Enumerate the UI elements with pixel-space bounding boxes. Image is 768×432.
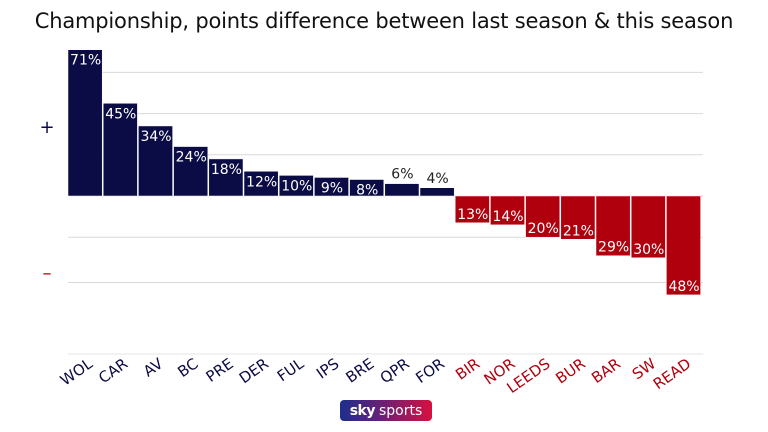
data-label-car: 45%: [105, 106, 136, 122]
data-label-ips: 9%: [321, 180, 343, 196]
tick-label-qpr: QPR: [377, 355, 413, 388]
bar-ips: [314, 177, 349, 197]
data-label-qpr: 6%: [391, 167, 413, 183]
data-label-bar: 29%: [598, 240, 629, 256]
data-label-leeds: 20%: [528, 221, 559, 237]
bar-qpr: [384, 183, 420, 197]
data-label-read: 48%: [668, 279, 699, 295]
tick-label-for: FOR: [412, 355, 448, 387]
tick-label-ful: FUL: [274, 354, 308, 385]
bar-for: [419, 187, 455, 197]
data-label-ful: 10%: [281, 178, 312, 194]
bar-ful: [278, 175, 314, 197]
data-label-bre: 8%: [356, 183, 378, 199]
bar-bur: [560, 195, 596, 240]
bar-bir: [454, 195, 490, 224]
chart-title: Championship, points difference between …: [34, 9, 734, 33]
minus-sign-label: –: [43, 263, 52, 284]
logo-sky-text: sky: [349, 402, 376, 419]
data-label-bur: 21%: [563, 223, 594, 239]
tick-label-der: DER: [236, 355, 272, 388]
data-label-bc: 24%: [176, 150, 207, 166]
tick-label-ips: IPS: [313, 355, 342, 383]
data-label-av: 34%: [140, 129, 171, 145]
bar-leeds: [525, 195, 561, 238]
tick-label-bur: BUR: [552, 355, 588, 388]
sky-sports-logo: sky sports: [340, 400, 432, 421]
data-label-nor: 14%: [492, 209, 523, 225]
bar-bar: [595, 195, 631, 256]
tick-label-bir: BIR: [452, 355, 483, 384]
tick-label-bre: BRE: [342, 355, 377, 387]
bar-chart: 71% WOL 45% CAR 34% AV 24% BC 18% PRE 12% DER 10% FUL…: [39, 49, 703, 397]
tick-label-read: READ: [650, 355, 694, 394]
tick-label-wol: WOL: [57, 354, 97, 389]
bar-nor: [490, 195, 525, 226]
data-label-der: 12%: [246, 174, 277, 190]
tick-label-av: AV: [140, 354, 167, 380]
bar-av: [138, 125, 173, 197]
data-label-wol: 71%: [70, 53, 101, 69]
bar-der: [243, 171, 279, 197]
bar-sw: [630, 195, 666, 259]
bar-wol: [67, 49, 103, 197]
data-label-pre: 18%: [211, 162, 242, 178]
logo-sports-text: sports: [378, 402, 423, 419]
tick-label-pre: PRE: [203, 355, 237, 386]
plus-sign-label: +: [39, 117, 54, 138]
data-label-for: 4%: [426, 171, 448, 187]
bar-car: [102, 103, 138, 197]
tick-label-car: CAR: [95, 355, 131, 388]
bar-bc: [173, 146, 209, 197]
bar-bre: [349, 179, 385, 197]
tick-label-bc: BC: [174, 355, 201, 382]
bar-pre: [208, 158, 244, 197]
data-label-sw: 30%: [633, 242, 664, 258]
bar-read: [666, 195, 701, 296]
data-label-bir: 13%: [457, 207, 488, 223]
tick-label-bar: BAR: [588, 355, 624, 388]
